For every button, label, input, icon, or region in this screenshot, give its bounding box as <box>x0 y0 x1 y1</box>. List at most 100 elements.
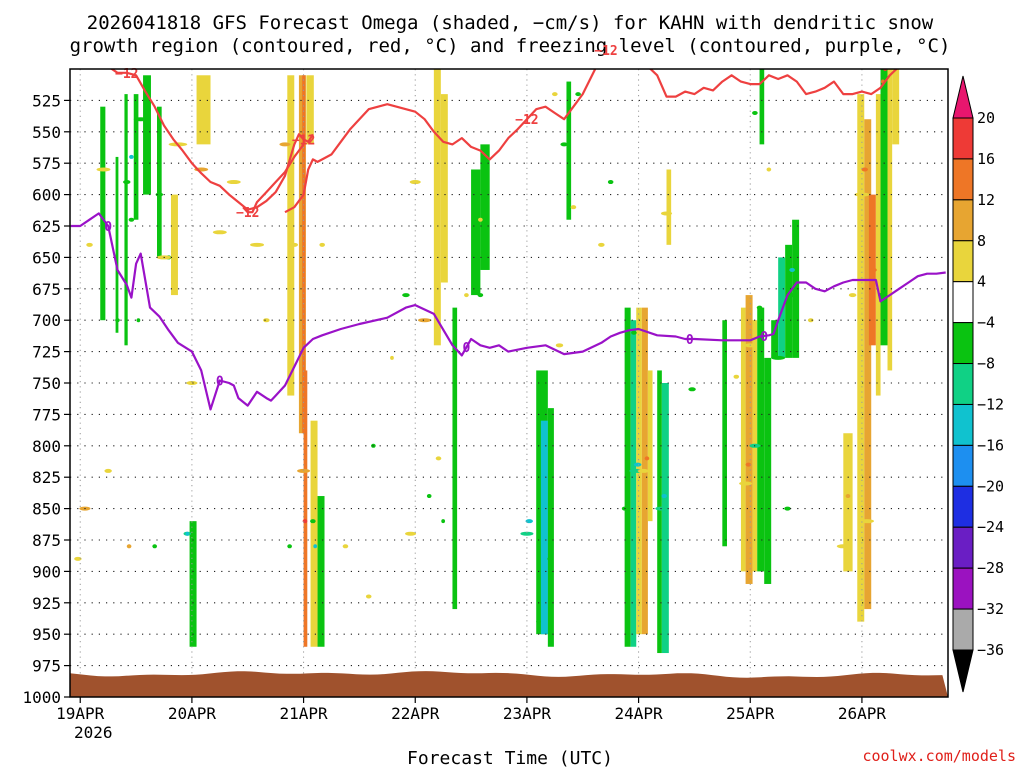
colorbar-label: −8 <box>977 355 995 373</box>
contour-labels: 0 0 0 0 0 −12 −12 −12 −12 −12 <box>104 44 768 389</box>
colorbar-label: 12 <box>977 191 995 209</box>
freezing-level-label: 0 <box>686 333 694 348</box>
omega-cell <box>771 355 786 360</box>
y-tick-label: 950 <box>32 625 61 644</box>
omega-cell <box>861 167 868 172</box>
colorbar-swatch <box>952 649 974 693</box>
omega-cell <box>390 355 394 360</box>
omega-band <box>759 69 765 145</box>
omega-band <box>843 433 853 572</box>
omega-cell <box>478 217 483 222</box>
omega-cell <box>226 180 241 185</box>
plot-frame <box>69 68 949 698</box>
omega-band <box>875 94 881 396</box>
dgz-label: −12 <box>594 44 617 59</box>
y-tick-label: 925 <box>32 594 61 613</box>
omega-cell <box>644 456 650 461</box>
omega-cell <box>845 494 851 499</box>
omega-cell <box>575 92 581 97</box>
omega-cell <box>464 293 469 298</box>
y-tick-label: 975 <box>32 657 61 676</box>
omega-cell <box>319 242 325 247</box>
colorbar-swatch <box>952 526 974 569</box>
colorbar-swatch <box>952 281 974 324</box>
omega-cell <box>570 205 577 210</box>
omega-cell <box>441 519 446 524</box>
omega-cell <box>752 110 758 115</box>
x-tick-label: 22APR <box>391 704 440 723</box>
colorbar-swatch <box>952 444 974 487</box>
omega-band <box>857 94 865 622</box>
ground-layer <box>70 671 948 697</box>
omega-band <box>440 94 448 283</box>
omega-band <box>143 75 151 195</box>
omega-band <box>657 370 662 654</box>
colorbar: 20 16 12 8 4 −4 −8 −12 −16 −20 −24 −28 −32 −36 <box>952 75 1004 693</box>
colorbar-swatch <box>952 75 974 119</box>
colorbar-label: 8 <box>977 232 986 250</box>
x-tick-label: 19APR <box>56 704 105 723</box>
omega-cell <box>766 167 772 172</box>
colorbar-label: −16 <box>977 436 1004 454</box>
omega-cell <box>279 142 291 147</box>
omega-cell <box>263 318 270 323</box>
omega-band <box>287 75 295 396</box>
freezing-level-label: 0 <box>760 330 768 345</box>
omega-band <box>547 408 554 647</box>
y-tick-label: 525 <box>32 91 61 110</box>
omega-cell <box>870 267 877 272</box>
omega-band <box>189 521 197 647</box>
omega-cell <box>129 154 134 159</box>
omega-cell <box>859 519 875 524</box>
omega-cell <box>212 230 227 235</box>
colorbar-swatch <box>952 363 974 405</box>
omega-cell <box>733 374 740 379</box>
y-tick-label: 850 <box>32 500 61 519</box>
omega-band <box>785 244 793 358</box>
omega-band <box>864 119 872 610</box>
dgz-contour-minus12 <box>109 69 314 211</box>
x-tick-label: 24APR <box>614 704 663 723</box>
omega-cell <box>547 556 553 561</box>
colorbar-swatch <box>952 608 974 651</box>
omega-band <box>880 69 888 346</box>
colorbar-label: −28 <box>977 559 1004 577</box>
omega-cell <box>297 468 311 473</box>
omega-cell <box>807 318 814 323</box>
omega-cell <box>426 494 432 499</box>
omega-cell <box>536 619 541 624</box>
omega-cell <box>365 594 372 599</box>
omega-cell <box>104 468 112 473</box>
omega-cell <box>86 242 93 247</box>
omega-cell <box>290 242 298 247</box>
omega-cell <box>123 180 131 185</box>
y-tick-label: 875 <box>32 531 61 550</box>
dgz-label: −12 <box>292 133 315 148</box>
dgz-label: −12 <box>115 67 138 82</box>
omega-cell <box>152 544 158 549</box>
colorbar-label: −12 <box>977 395 1004 413</box>
omega-cell <box>186 381 198 385</box>
omega-cell <box>637 468 649 473</box>
omega-cell <box>560 142 568 147</box>
omega-cell <box>784 506 791 511</box>
colorbar-swatch <box>952 485 974 528</box>
colorbar-swatch <box>952 199 974 242</box>
ground-surface <box>70 671 948 697</box>
y-tick-label: 725 <box>32 343 61 362</box>
omega-band <box>722 320 727 547</box>
omega-band <box>740 307 746 572</box>
x-tick-label: 26APR <box>838 704 887 723</box>
omega-cell <box>631 330 637 335</box>
omega-band <box>892 69 900 145</box>
omega-band <box>771 320 779 358</box>
freezing-level-label: 0 <box>463 341 471 356</box>
colorbar-label: −20 <box>977 477 1004 495</box>
omega-cell <box>660 211 673 216</box>
omega-cell <box>552 92 558 97</box>
omega-band <box>778 257 786 358</box>
chart-title-line-1: 2026041818 GFS Forecast Omega (shaded, −… <box>87 12 934 34</box>
omega-band <box>480 144 490 270</box>
